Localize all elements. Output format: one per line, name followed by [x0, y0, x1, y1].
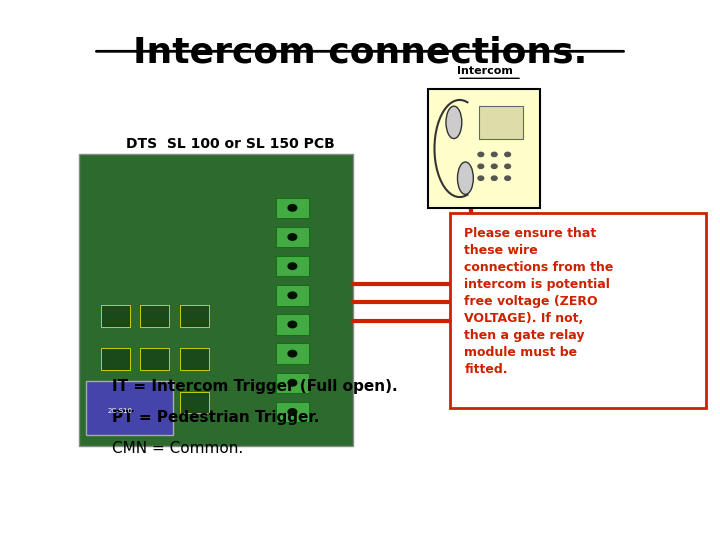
FancyBboxPatch shape — [276, 402, 309, 422]
FancyBboxPatch shape — [180, 348, 209, 370]
Circle shape — [288, 350, 297, 357]
FancyBboxPatch shape — [101, 305, 130, 327]
Circle shape — [505, 152, 510, 157]
Circle shape — [491, 152, 497, 157]
Text: CMN = Common.: CMN = Common. — [112, 441, 243, 456]
Circle shape — [288, 263, 297, 269]
Circle shape — [288, 205, 297, 211]
Circle shape — [491, 164, 497, 168]
FancyBboxPatch shape — [276, 227, 309, 247]
Circle shape — [478, 152, 484, 157]
FancyBboxPatch shape — [180, 392, 209, 413]
FancyBboxPatch shape — [450, 213, 706, 408]
Ellipse shape — [457, 162, 473, 194]
FancyBboxPatch shape — [276, 373, 309, 393]
Text: Intercom connections.: Intercom connections. — [133, 35, 587, 69]
FancyBboxPatch shape — [180, 305, 209, 327]
FancyBboxPatch shape — [140, 348, 169, 370]
Circle shape — [478, 164, 484, 168]
FancyBboxPatch shape — [140, 305, 169, 327]
Circle shape — [288, 380, 297, 386]
FancyBboxPatch shape — [276, 314, 309, 335]
FancyBboxPatch shape — [428, 89, 540, 208]
FancyBboxPatch shape — [276, 256, 309, 276]
Circle shape — [505, 176, 510, 180]
Text: Intercom: Intercom — [457, 65, 513, 76]
Circle shape — [288, 234, 297, 240]
Text: 2C-S10: 2C-S10 — [108, 408, 133, 414]
FancyBboxPatch shape — [479, 106, 523, 139]
Text: IT = Intercom Trigger (Full open).: IT = Intercom Trigger (Full open). — [112, 379, 397, 394]
Text: Please ensure that
these wire
connections from the
intercom is potential
free vo: Please ensure that these wire connection… — [464, 227, 613, 376]
Circle shape — [505, 164, 510, 168]
Circle shape — [288, 321, 297, 328]
FancyBboxPatch shape — [101, 348, 130, 370]
Circle shape — [288, 292, 297, 299]
FancyBboxPatch shape — [86, 381, 173, 435]
Text: PT = Pedestrian Trigger.: PT = Pedestrian Trigger. — [112, 410, 319, 425]
Circle shape — [288, 409, 297, 415]
FancyBboxPatch shape — [276, 343, 309, 364]
FancyBboxPatch shape — [276, 285, 309, 306]
Ellipse shape — [446, 106, 462, 139]
Circle shape — [491, 176, 497, 180]
FancyBboxPatch shape — [79, 154, 353, 446]
FancyBboxPatch shape — [101, 392, 130, 413]
FancyBboxPatch shape — [140, 392, 169, 413]
Text: DTS  SL 100 or SL 150 PCB: DTS SL 100 or SL 150 PCB — [126, 137, 335, 151]
FancyBboxPatch shape — [276, 198, 309, 218]
Circle shape — [478, 176, 484, 180]
